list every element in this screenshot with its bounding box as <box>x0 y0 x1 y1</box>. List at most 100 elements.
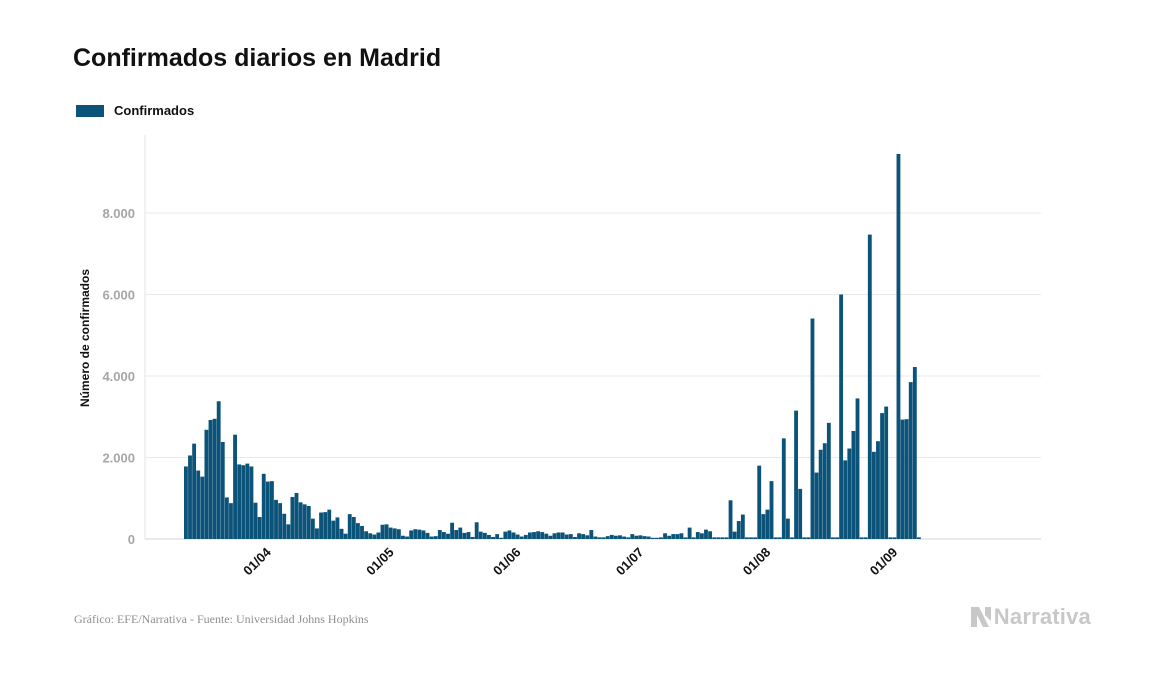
grid-lines <box>145 212 1041 540</box>
bar <box>536 531 541 539</box>
bar <box>642 536 647 539</box>
bar <box>241 465 246 539</box>
bar <box>511 532 516 539</box>
bar <box>368 533 373 539</box>
bar <box>749 537 753 539</box>
bar <box>806 537 811 539</box>
bar <box>437 530 442 539</box>
bar <box>699 533 704 539</box>
bar <box>274 499 278 539</box>
bar <box>433 536 438 539</box>
x-tick-label: 01/06 <box>490 545 524 579</box>
bar <box>355 523 360 539</box>
bar <box>286 524 291 539</box>
bar <box>413 529 418 539</box>
bar <box>233 434 237 539</box>
bar <box>650 537 655 539</box>
chart-legend: Confirmados <box>76 103 194 118</box>
bar <box>798 488 803 539</box>
bar <box>343 533 348 539</box>
bar <box>573 536 577 539</box>
bar <box>679 533 684 539</box>
bar <box>867 234 872 539</box>
y-tick-label: 4.000 <box>102 369 135 384</box>
bar <box>327 509 332 539</box>
bar <box>278 503 283 539</box>
bar <box>663 533 667 539</box>
bar <box>392 528 397 539</box>
bar <box>912 367 917 539</box>
bar <box>765 509 770 539</box>
bar <box>831 537 835 539</box>
bar <box>372 534 377 539</box>
bar <box>315 528 319 539</box>
bar <box>683 537 688 539</box>
bar <box>339 528 344 539</box>
bar <box>609 534 614 539</box>
bar <box>581 534 586 539</box>
bar <box>270 481 274 539</box>
bar <box>429 536 434 539</box>
bar <box>495 534 500 539</box>
bar <box>507 530 512 539</box>
legend-swatch <box>76 104 104 117</box>
bar <box>487 534 491 539</box>
bar <box>532 532 536 539</box>
bar <box>732 531 737 539</box>
x-tick-label: 01/08 <box>740 545 774 579</box>
bar <box>458 527 463 539</box>
bar <box>249 466 254 539</box>
bar <box>421 530 426 539</box>
bar <box>704 529 708 539</box>
bar <box>290 497 295 539</box>
y-tick-label: 8.000 <box>102 206 135 221</box>
bar <box>716 537 721 539</box>
bar <box>884 406 889 539</box>
bar <box>544 533 549 539</box>
bar <box>360 525 364 539</box>
bar <box>568 534 573 539</box>
bar <box>847 448 852 539</box>
bar <box>196 470 201 539</box>
bar <box>491 536 495 539</box>
narrativa-brand: Narrativa <box>970 604 1091 630</box>
bar <box>351 517 356 539</box>
bar <box>646 536 651 539</box>
bar <box>298 502 303 539</box>
bar <box>417 529 422 539</box>
bar <box>229 503 233 539</box>
bar <box>282 513 287 539</box>
bar <box>261 473 266 539</box>
bar <box>597 537 602 539</box>
bar <box>257 517 262 539</box>
bar <box>794 410 798 539</box>
bar <box>208 420 213 539</box>
bar <box>667 535 672 539</box>
bar <box>855 398 860 539</box>
y-tick-label: 0 <box>128 532 135 547</box>
bar <box>306 505 311 539</box>
bar <box>790 537 794 539</box>
bar <box>626 537 631 539</box>
bar <box>871 451 876 539</box>
bar <box>220 442 225 539</box>
bar <box>294 492 299 539</box>
bar <box>675 534 680 539</box>
bar <box>900 419 905 539</box>
bar <box>757 465 762 539</box>
bar <box>380 524 385 539</box>
bar <box>515 534 520 539</box>
bar <box>904 419 909 539</box>
bar <box>753 537 758 539</box>
bar <box>691 537 696 539</box>
bar <box>482 532 487 539</box>
bar-series-confirmados <box>184 153 921 540</box>
bar <box>519 536 524 539</box>
bar <box>634 535 639 539</box>
y-axis-label: Número de confirmados <box>78 269 92 407</box>
bar <box>917 537 921 539</box>
y-tick-label: 6.000 <box>102 288 135 303</box>
bar <box>347 514 352 539</box>
bar <box>556 532 561 539</box>
bar <box>769 481 774 539</box>
